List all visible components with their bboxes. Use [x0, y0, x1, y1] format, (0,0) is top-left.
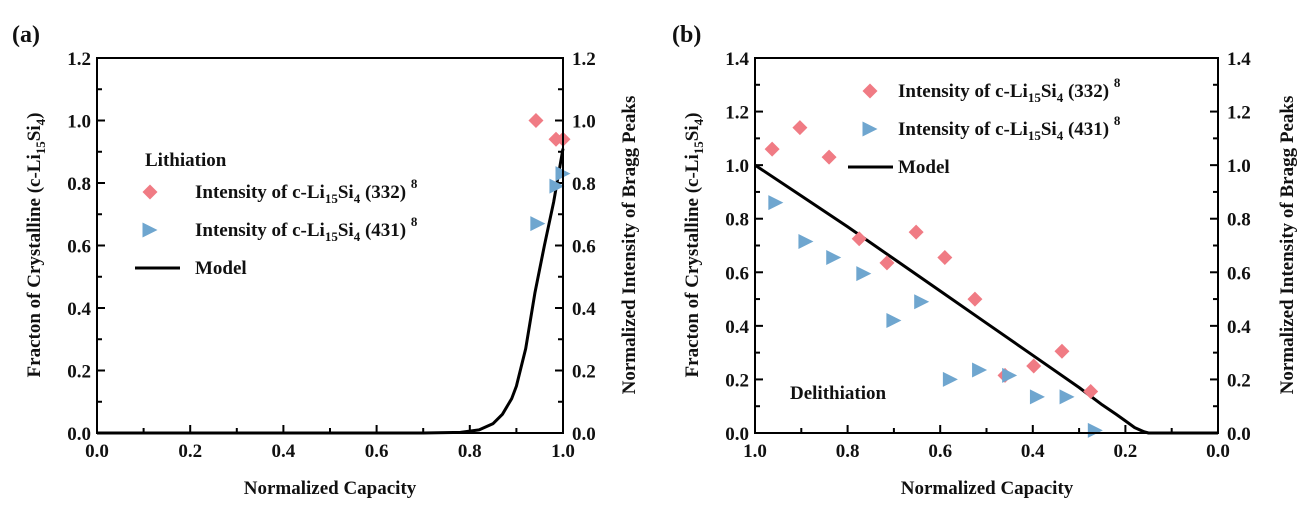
y-left-tick-label: 0.4	[67, 299, 91, 320]
data-point-332	[821, 149, 837, 165]
data-point-332	[967, 291, 983, 307]
x-tick-label: 0.2	[178, 441, 202, 462]
y-right-tick-label: 0.6	[572, 237, 596, 258]
data-point-332	[879, 255, 895, 271]
x-tick-label: 0.4	[272, 441, 296, 462]
y-right-tick-label: 1.0	[1227, 156, 1251, 177]
legend-triangle-marker	[862, 121, 878, 137]
y-left-tick-label: 1.2	[725, 103, 749, 124]
data-point-332	[1026, 358, 1042, 374]
panel-a-legend: Intensity of c-Li15Si4 (332) 8 Intensity …	[135, 176, 418, 279]
data-point-431	[1002, 367, 1018, 383]
y-left-tick-label: 0.2	[725, 370, 749, 391]
x-tick-label: 1.0	[743, 441, 767, 462]
data-point-431	[530, 216, 546, 232]
y-right-tick-label: 0.2	[572, 362, 596, 383]
legend-diamond-marker	[142, 184, 158, 200]
y-left-tick-label: 1.0	[725, 156, 749, 177]
legend-label: Intensity of c-Li15Si4 (332) 8	[195, 176, 418, 206]
y-left-tick-label: 0.2	[67, 362, 91, 383]
panel-a-ticks: 0.0 0.2 0.4 0.6 0.8 1.00.0 0.00.2 0.20.4 0.40.6 0…	[67, 49, 596, 462]
legend-diamond-marker	[862, 83, 878, 99]
x-tick-label: 0.0	[85, 441, 109, 462]
data-point-431	[826, 250, 842, 266]
panel-a-annotation-lithiation: Lithiation	[145, 150, 227, 171]
y-left-tick-label: 1.2	[67, 49, 91, 70]
data-point-332	[1083, 383, 1099, 399]
y-right-tick-label: 1.2	[572, 49, 596, 70]
x-tick-label: 0.6	[928, 441, 952, 462]
data-point-332	[851, 231, 867, 247]
data-point-332	[908, 224, 924, 240]
panel-b-annotation-delithiation: Delithiation	[790, 383, 886, 404]
x-tick-label: 0.0	[1206, 441, 1230, 462]
y-left-tick-label: 1.4	[725, 49, 749, 70]
y-right-tick-label: 1.2	[1227, 103, 1251, 124]
panel-a-x-axis-title: Normalized Capacity	[244, 478, 417, 499]
x-tick-label: 1.0	[551, 441, 575, 462]
y-left-tick-label: 0.4	[725, 317, 749, 338]
data-point-332	[792, 120, 808, 136]
y-left-tick-label: 0.0	[67, 424, 91, 445]
y-right-tick-label: 0.2	[1227, 370, 1251, 391]
legend-label: Intensity of c-Li15Si4 (431) 8	[195, 214, 418, 244]
x-tick-label: 0.8	[458, 441, 482, 462]
legend-label: Model	[195, 258, 247, 279]
x-tick-label: 0.6	[365, 441, 389, 462]
y-right-tick-label: 1.4	[1227, 49, 1251, 70]
y-right-tick-label: 0.0	[1227, 424, 1251, 445]
y-left-tick-label: 0.0	[725, 424, 749, 445]
data-point-431	[856, 266, 872, 282]
data-point-431	[768, 195, 784, 211]
y-right-tick-label: 0.4	[1227, 317, 1251, 338]
data-point-431	[1059, 389, 1075, 405]
data-point-431	[549, 178, 565, 194]
y-right-tick-label: 0.8	[572, 174, 596, 195]
data-point-332	[764, 141, 780, 157]
y-right-tick-label: 0.8	[1227, 210, 1251, 231]
y-right-tick-label: 1.0	[572, 112, 596, 133]
x-tick-label: 0.2	[1114, 441, 1138, 462]
data-point-431	[972, 362, 988, 378]
y-left-tick-label: 0.8	[67, 174, 91, 195]
data-point-332	[937, 250, 953, 266]
panel-b-plot-frame	[754, 57, 1219, 434]
panel-a-plot-frame	[96, 57, 564, 434]
y-left-tick-label: 0.6	[67, 237, 91, 258]
data-point-431	[886, 313, 902, 328]
legend-triangle-marker	[142, 222, 158, 238]
legend-label: Intensity of c-Li15Si4 (332) 8	[898, 75, 1121, 105]
panel-b-marks	[754, 120, 1218, 438]
panel-a-y-axis-title-right: Normalized Intensity of Bragg Peaks	[619, 96, 640, 395]
y-left-tick-label: 1.0	[67, 112, 91, 133]
data-point-332	[1054, 343, 1070, 359]
data-point-431	[798, 233, 814, 249]
data-point-332	[528, 113, 544, 128]
panel-label-a: (a)	[12, 22, 40, 48]
x-tick-label: 0.8	[836, 441, 860, 462]
x-tick-label: 0.4	[1021, 441, 1045, 462]
data-point-431	[942, 371, 958, 387]
panel-b: (b) 1.0 0.8 0.6 0.4 0.2 0.00.0 0.00.2 0.20.4 0.4…	[672, 22, 1298, 499]
panel-b-x-axis-title: Normalized Capacity	[901, 478, 1074, 499]
data-point-431	[1087, 422, 1103, 438]
panel-b-legend: Intensity of c-Li15Si4 (332) 8 Intensity …	[848, 75, 1121, 178]
data-point-431	[914, 294, 930, 310]
panel-b-y-axis-title-left: Fracton of Crystalline (c-Li15Si4)	[682, 113, 706, 378]
legend-label: Model	[898, 157, 950, 178]
legend-label: Intensity of c-Li15Si4 (431) 8	[898, 113, 1121, 143]
panel-label-b: (b)	[672, 22, 701, 48]
panel-a: (a) 0.0 0.2 0.4 0.6 0.8 1.00.0 0.00.2 0.20.4 0.4…	[12, 22, 640, 499]
panel-b-y-axis-title-right: Normalized Intensity of Bragg Peaks	[1277, 96, 1298, 395]
panel-a-y-axis-title-left: Fracton of Crystalline (c-Li15Si4)	[24, 113, 48, 378]
y-left-tick-label: 0.8	[725, 210, 749, 231]
y-right-tick-label: 0.0	[572, 424, 596, 445]
y-left-tick-label: 0.6	[725, 263, 749, 284]
y-right-tick-label: 0.4	[572, 299, 596, 320]
data-point-431	[1029, 389, 1045, 405]
y-right-tick-label: 0.6	[1227, 263, 1251, 284]
